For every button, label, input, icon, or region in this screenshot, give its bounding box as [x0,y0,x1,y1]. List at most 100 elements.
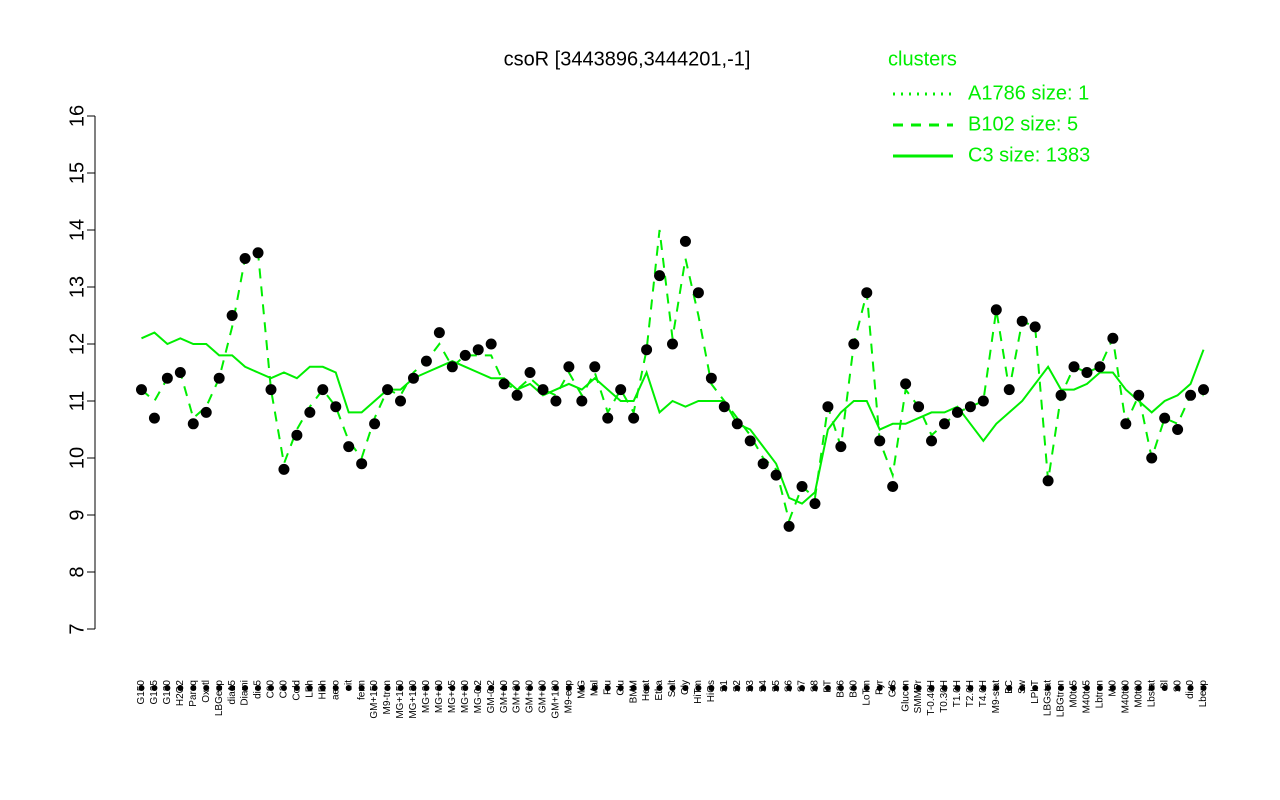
point [990,304,1002,316]
point [1029,321,1041,333]
x-tick-label: LBGstat [1043,680,1054,716]
point [602,412,614,424]
point [395,395,407,407]
point [498,378,510,390]
x-tick-dot [501,685,508,691]
x-tick-dot [773,685,780,691]
x-tick-label: GM+30 [512,680,523,714]
point [796,481,808,492]
x-tick-label: M40t90 [1120,680,1131,714]
x-tick-dot [954,685,961,691]
x-tick-label: Bl [1159,680,1170,689]
x-tick-dot [786,685,793,691]
x-tick-label: GM+90 [538,680,549,714]
x-tick-dot [1045,685,1052,691]
x-tick-dot [1148,685,1155,691]
point [628,412,640,424]
x-tick-label: Lbexp [1198,680,1209,708]
y-tick-label: 7 [66,623,88,634]
point [265,384,277,396]
x-tick-dot [669,685,676,691]
x-tick-dot [850,685,857,691]
x-tick-dot [345,685,352,691]
point [1198,384,1210,396]
point [770,469,782,481]
x-tick-label: M9-tran [382,680,393,714]
x-tick-dot [967,685,974,691]
x-tick-dot [190,685,197,691]
x-tick-dot [578,685,585,691]
x-tick-dot [410,685,417,691]
x-tick-dot [1187,685,1194,691]
x-tick-dot [449,685,456,691]
x-tick-label: SMMPr [913,679,924,713]
y-tick-label: 15 [66,162,88,184]
point [472,344,484,356]
point [938,418,950,430]
point [433,327,445,339]
point [135,384,147,396]
x-tick-label: M0t45 [1069,680,1080,708]
x-tick-label: M40t45 [1082,680,1093,714]
x-tick-dot [1071,685,1078,691]
x-tick-dot [1135,685,1142,691]
x-tick-label: Glucon [900,680,911,712]
x-tick-label: G135 [149,680,160,705]
point [900,378,912,390]
x-tick-label: MG+90 [421,680,432,714]
x-tick-dot [462,685,469,691]
x-tick-label: Paraq [188,680,199,707]
point [1133,389,1145,401]
y-tick-label: 8 [66,566,88,577]
x-tick-dot [993,685,1000,691]
point [239,253,251,264]
x-tick-label: H2O2 [175,680,186,707]
x-tick-dot [591,685,598,691]
point [835,441,847,453]
point [511,389,523,401]
point [1042,475,1054,487]
x-tick-dot [1006,685,1013,691]
x-tick-label: GM+120 [551,680,562,719]
point [641,344,653,356]
x-tick-dot [760,685,767,691]
point [679,235,691,247]
point [446,361,458,373]
point [1003,384,1015,396]
x-tick-dot [151,685,158,691]
point [369,418,381,430]
x-tick-label: GM+60 [525,680,536,714]
point [1185,389,1197,401]
x-tick-dot [889,685,896,691]
x-tick-dot [604,685,611,691]
x-tick-dot [475,685,482,691]
y-tick-label: 11 [66,391,88,412]
point [744,435,756,447]
point [667,338,678,350]
point [951,406,963,418]
x-tick-label: M0t90 [1133,680,1144,708]
legend-label: C3 size: 1383 [968,144,1090,166]
x-tick-label: T4.0H [978,680,989,707]
x-tick-dot [306,685,313,691]
x-tick-dot [1200,685,1207,691]
point [524,367,536,378]
x-tick-label: HiOs [706,680,717,702]
x-tick-dot [1019,685,1026,691]
point [1081,367,1093,378]
x-tick-dot [902,685,909,691]
x-tick-dot [1109,685,1116,691]
x-tick-label: HiTm [693,680,704,704]
point [563,361,575,373]
x-tick-dot [747,685,754,691]
x-tick-dot [319,685,326,691]
x-tick-dot [267,685,274,691]
point [200,406,212,418]
x-tick-dot [164,685,171,691]
x-tick-dot [721,685,728,691]
x-tick-label: MG+30 [460,680,471,714]
point [304,406,316,418]
point [874,435,886,447]
x-tick-label: LPhT [1030,680,1041,704]
x-tick-dot [527,685,534,691]
